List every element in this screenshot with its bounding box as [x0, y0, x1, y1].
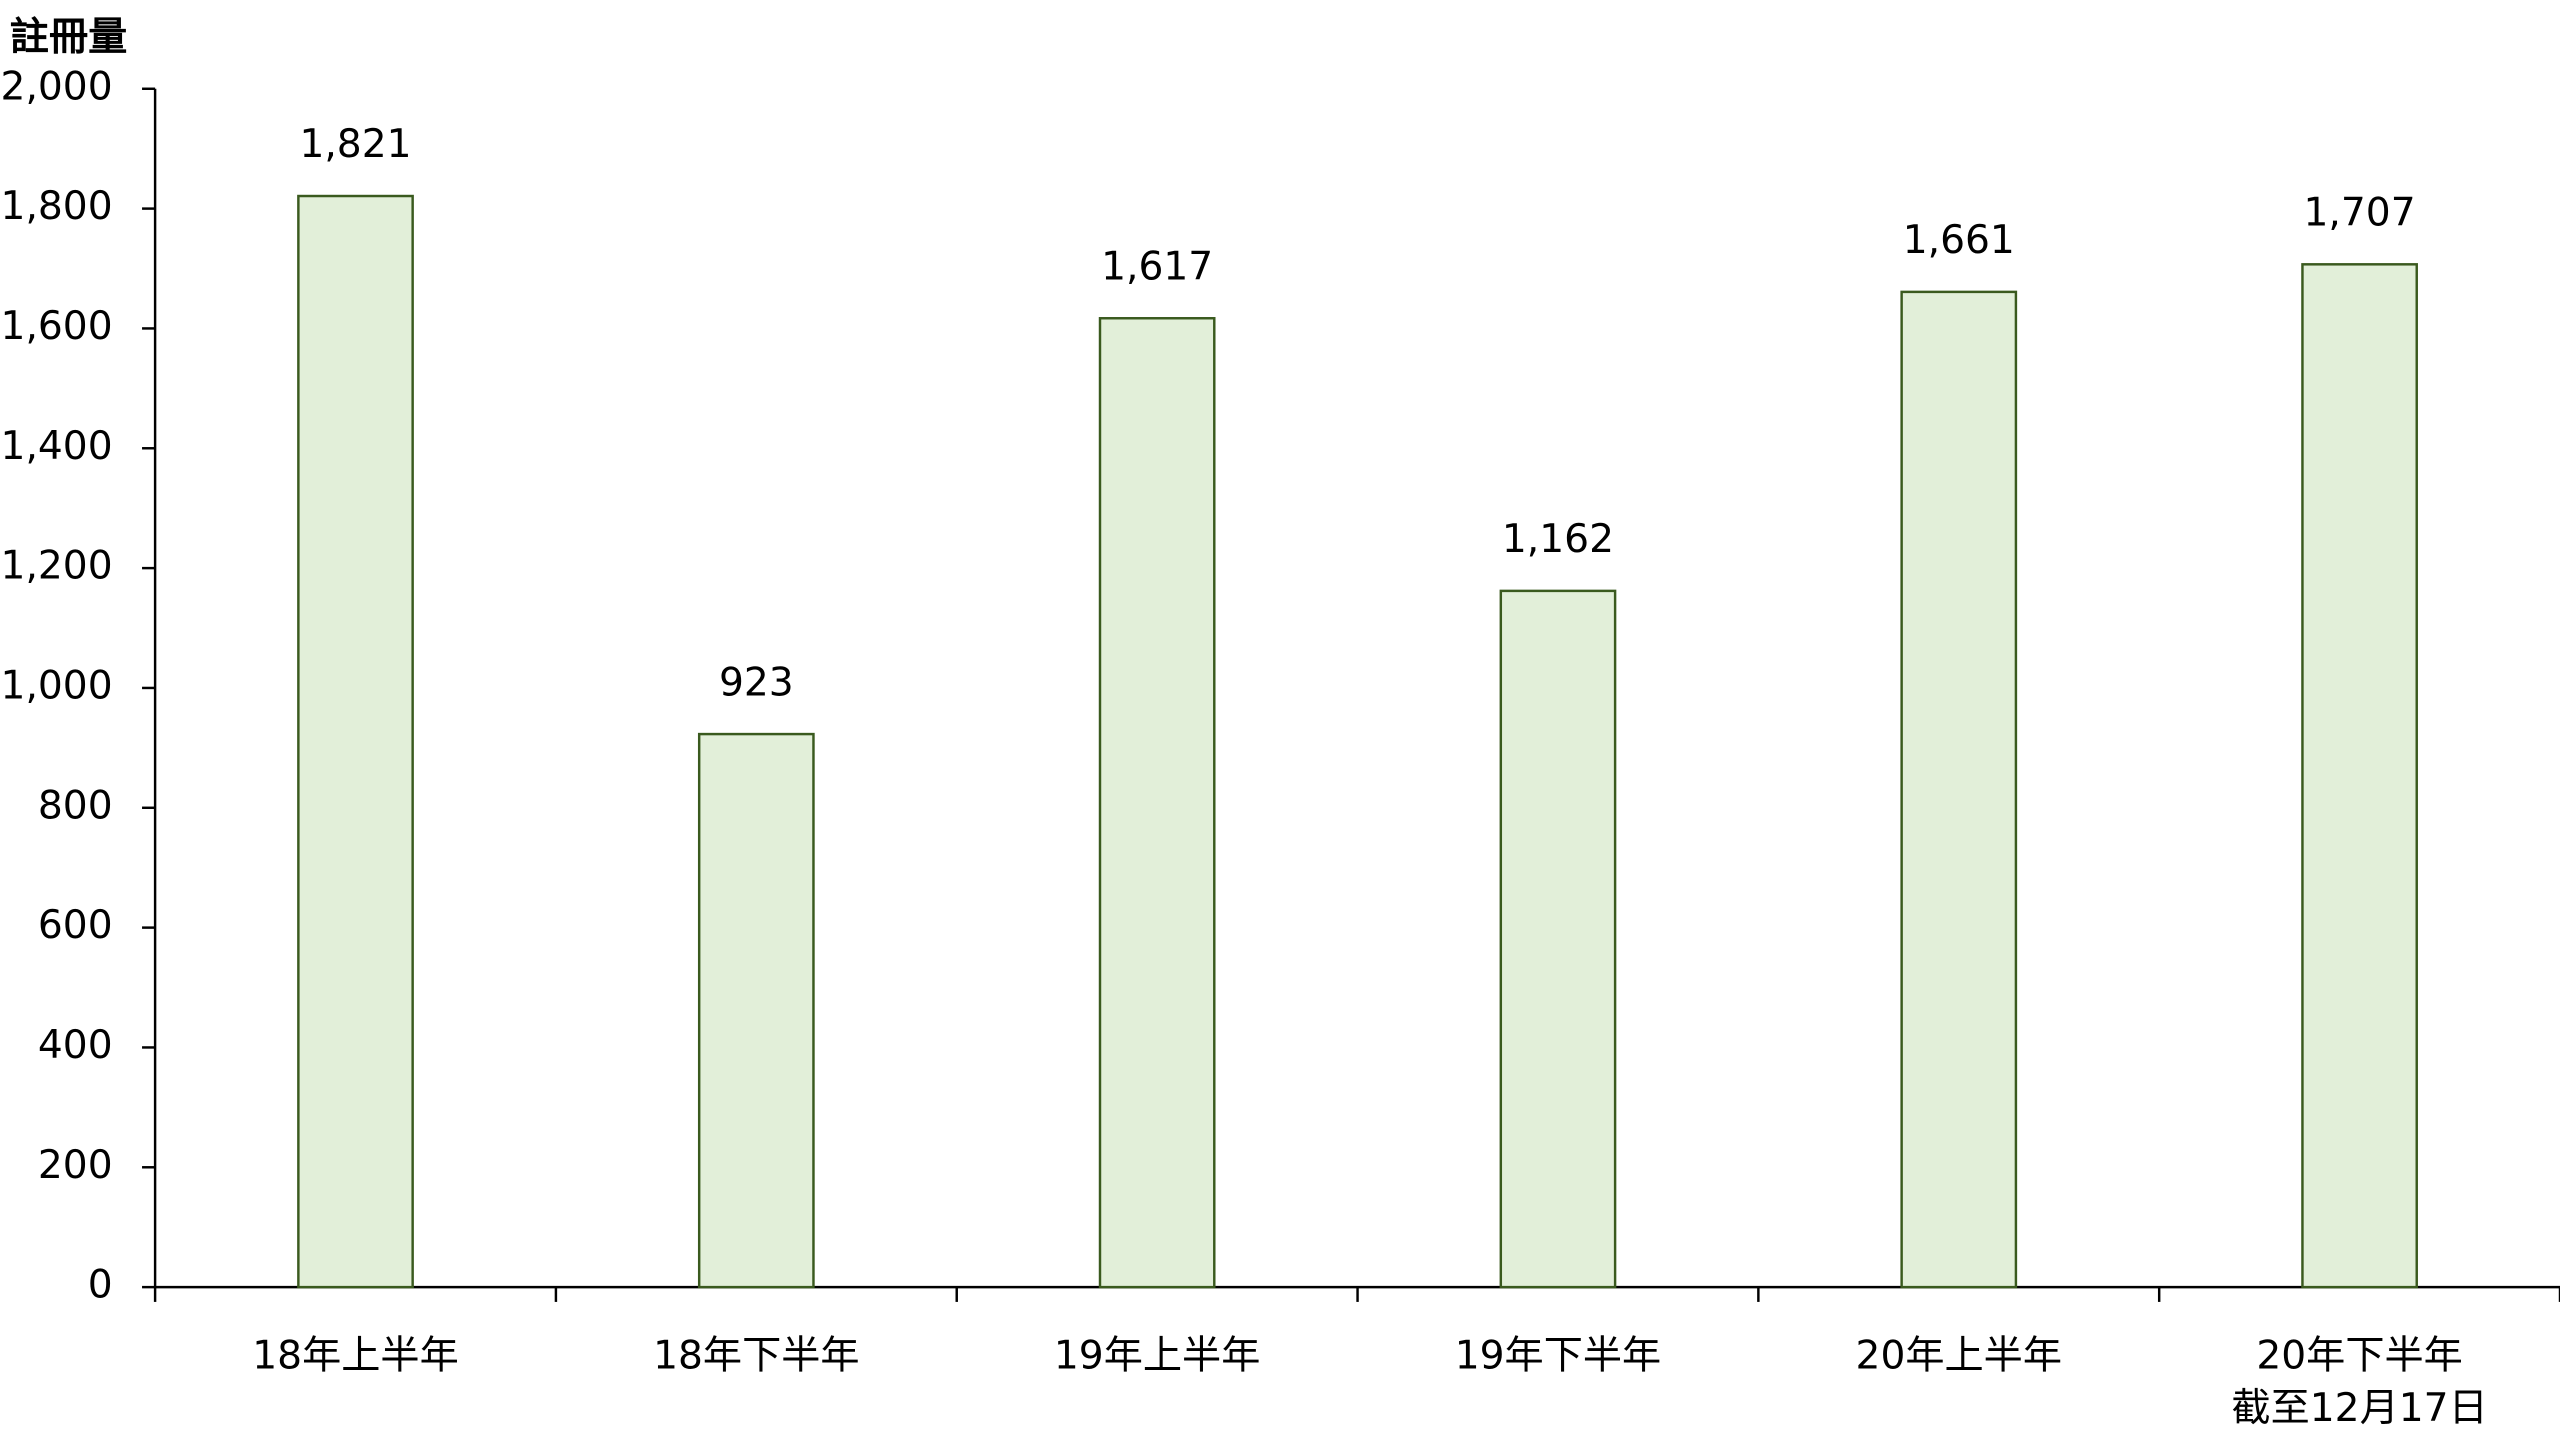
value-label: 923 [719, 660, 794, 705]
y-tick-label: 600 [38, 903, 113, 948]
value-label: 1,821 [299, 122, 411, 167]
x-tick-label: 18年上半年 [252, 1333, 458, 1378]
x-tick-label: 18年下半年 [653, 1333, 859, 1378]
y-tick-label: 0 [88, 1263, 113, 1308]
y-tick-label: 200 [38, 1143, 113, 1188]
bar [297, 194, 414, 1289]
x-tick-label: 20年上半年 [1856, 1333, 2062, 1378]
value-label: 1,661 [1903, 218, 2015, 263]
value-label: 1,617 [1101, 244, 1213, 289]
y-axis-label: 註冊量 [10, 15, 127, 60]
bar [1098, 317, 1216, 1289]
x-tick-label: 截至12月17日 [2231, 1386, 2487, 1431]
bar [697, 732, 815, 1289]
y-tick-label: 1,200 [1, 544, 113, 589]
bar [1499, 589, 1617, 1289]
value-label: 1,707 [2304, 190, 2416, 235]
y-tick-label: 1,000 [1, 663, 113, 708]
x-tick-label: 19年上半年 [1054, 1333, 1260, 1378]
y-tick-label: 1,400 [1, 424, 113, 469]
y-tick-label: 2,000 [1, 64, 113, 109]
value-label: 1,162 [1502, 517, 1614, 562]
bar [1900, 290, 2018, 1289]
bar [2301, 263, 2418, 1289]
x-tick-label: 20年下半年 [2256, 1333, 2462, 1378]
x-tick-label: 19年下半年 [1455, 1333, 1661, 1378]
y-tick-label: 1,600 [1, 304, 113, 349]
y-tick-label: 1,800 [1, 184, 113, 229]
y-tick-label: 400 [38, 1023, 113, 1068]
y-tick-label: 800 [38, 783, 113, 828]
